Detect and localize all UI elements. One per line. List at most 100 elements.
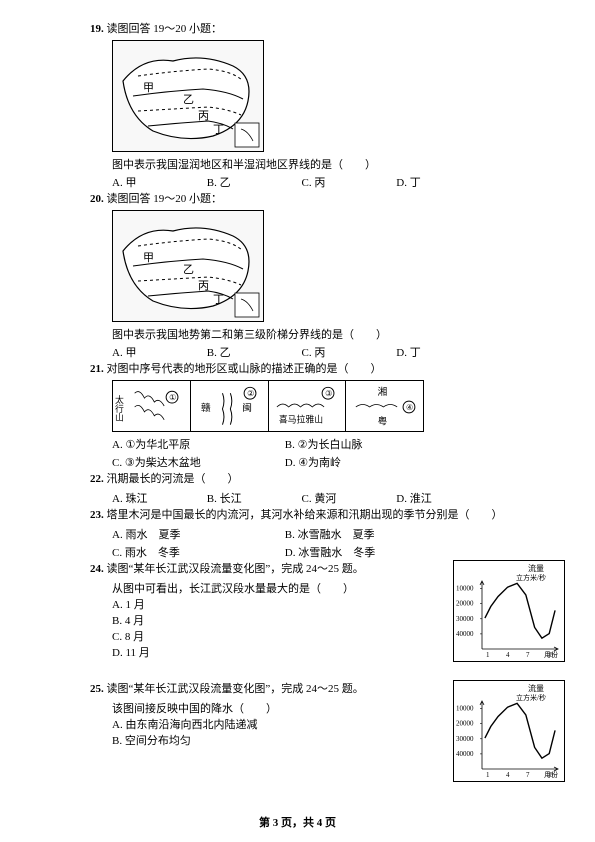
qnum-24: 24. (90, 563, 104, 575)
svg-text:立方米/秒: 立方米/秒 (516, 573, 546, 582)
q21-options-row1: A. ①为华北平原 B. ②为长白山脉 (112, 436, 505, 452)
map-20: 甲 乙 丙 丁 (112, 210, 264, 322)
terrain-cell-1: 太行山 ① (113, 381, 191, 431)
cell4-right: 粤 (378, 415, 388, 428)
qstem-20: 读图回答 19～20 小题： (107, 193, 223, 205)
qstem-23: 塔里木河是中国最长的内流河，其河水补给来源和汛期出现的季节分别是（ ） (107, 509, 503, 521)
q21-opt-b: B. ②为长白山脉 (285, 436, 455, 452)
svg-text:1: 1 (486, 651, 490, 659)
map20-label-ding: 丁 (213, 294, 224, 306)
terrain-diagram: 太行山 ① 赣 闽 ② ③ 喜马拉雅山 (112, 380, 424, 432)
q19-options: A. 甲 B. 乙 C. 丙 D. 丁 (112, 174, 505, 190)
map19-label-ding: 丁 (213, 124, 224, 136)
svg-text:月份: 月份 (544, 650, 558, 659)
q22-options: A. 珠江 B. 长江 C. 黄河 D. 淮江 (112, 490, 505, 506)
svg-text:30000: 30000 (456, 735, 474, 743)
terrain-cell-3: ③ 喜马拉雅山 (269, 381, 347, 431)
qstem-21: 对图中序号代表的地形区或山脉的描述正确的是（ ） (107, 363, 382, 375)
terrain-cell-4: 湘 ④ 粤 (346, 381, 423, 431)
svg-text:20000: 20000 (456, 600, 474, 608)
map-19: 甲 乙 丙 丁 (112, 40, 264, 152)
svg-text:10000: 10000 (456, 705, 474, 713)
q25-opt-b: B. 空间分布均匀 (112, 732, 505, 748)
q21-options-row2: C. ③为柴达木盆地 D. ④为南岭 (112, 454, 505, 470)
qstem-19: 读图回答 19～20 小题： (107, 23, 223, 35)
map19-label-jia: 甲 (143, 82, 154, 94)
svg-text:40000: 40000 (456, 750, 474, 758)
qnum-22: 22. (90, 473, 104, 485)
svg-text:流量: 流量 (528, 563, 544, 573)
qstem-24b: 从图中可看出，长江武汉段水量最大的是（ ） (112, 580, 505, 596)
q21-opt-c: C. ③为柴达木盆地 (112, 454, 282, 470)
q22-opt-d: D. 淮江 (396, 490, 488, 506)
q23-opt-a: A. 雨水 夏季 (112, 526, 282, 542)
qstem-22: 汛期最长的河流是（ ） (107, 473, 239, 485)
svg-text:流量: 流量 (528, 683, 544, 693)
qnum-19: 19. (90, 23, 104, 35)
map20-label-bing: 丙 (198, 280, 209, 292)
svg-text:7: 7 (526, 771, 530, 779)
q20-opt-c: C. 丙 (302, 344, 394, 360)
map19-label-bing: 丙 (198, 110, 209, 122)
question-20: 20. 读图回答 19～20 小题： (90, 190, 505, 206)
q21-opt-d: D. ④为南岭 (285, 454, 455, 470)
question-23: 23. 塔里木河是中国最长的内流河，其河水补给来源和汛期出现的季节分别是（ ） (90, 506, 505, 522)
q24-opt-a: A. 1 月 (112, 596, 505, 612)
svg-text:20000: 20000 (456, 720, 474, 728)
qnum-25: 25. (90, 683, 104, 695)
cell4-num: ④ (406, 403, 413, 412)
qstem-24a: 读图“某年长江武汉段流量变化图”，完成 24～25 题。 (107, 563, 364, 575)
q23-options-row2: C. 雨水 冬季 D. 冰雪融水 冬季 (112, 544, 505, 560)
question-19: 19. 读图回答 19～20 小题： (90, 20, 505, 36)
q21-opt-a: A. ①为华北平原 (112, 436, 282, 452)
question-21: 21. 对图中序号代表的地形区或山脉的描述正确的是（ ） (90, 360, 505, 376)
map19-label-yi: 乙 (183, 93, 194, 106)
q22-opt-b: B. 长江 (207, 490, 299, 506)
svg-text:40000: 40000 (456, 630, 474, 638)
qnum-20: 20. (90, 193, 104, 205)
svg-text:立方米/秒: 立方米/秒 (516, 693, 546, 702)
q23-options-row1: A. 雨水 夏季 B. 冰雪融水 夏季 (112, 526, 505, 542)
q22-opt-a: A. 珠江 (112, 490, 204, 506)
qnum-21: 21. (90, 363, 104, 375)
cell3-label: 喜马拉雅山 (278, 414, 322, 425)
svg-text:1: 1 (486, 771, 490, 779)
svg-text:太行山: 太行山 (114, 394, 124, 422)
qnum-23: 23. (90, 509, 104, 521)
q20-opt-a: A. 甲 (112, 344, 204, 360)
map20-label-yi: 乙 (183, 263, 194, 276)
cell1-num: ① (169, 393, 176, 402)
qstem-25b: 该图间接反映中国的降水（ ） (112, 700, 505, 716)
terrain-cell-2: 赣 闽 ② (191, 381, 269, 431)
q24-opt-d: D. 11 月 (112, 644, 505, 660)
cell2-left: 赣 (201, 401, 211, 414)
q19-opt-a: A. 甲 (112, 174, 204, 190)
cell4-left: 湘 (378, 385, 388, 398)
svg-text:7: 7 (526, 651, 530, 659)
qstem-25a: 读图“某年长江武汉段流量变化图”，完成 24～25 题。 (107, 683, 364, 695)
cell2-right: 闽 (242, 401, 252, 414)
svg-text:30000: 30000 (456, 615, 474, 623)
question-24: 24. 读图“某年长江武汉段流量变化图”，完成 24～25 题。 (90, 560, 505, 576)
q23-opt-c: C. 雨水 冬季 (112, 544, 282, 560)
q19-opt-d: D. 丁 (396, 174, 488, 190)
question-22: 22. 汛期最长的河流是（ ） (90, 470, 505, 486)
q22-opt-c: C. 黄河 (302, 490, 394, 506)
q23-opt-d: D. 冰雪融水 冬季 (285, 544, 455, 560)
flow-chart-25: 流量立方米/秒4000030000200001000014710月份 (453, 680, 565, 782)
q25-opt-a: A. 由东南沿海向西北内陆递减 (112, 716, 505, 732)
q24-opt-c: C. 8 月 (112, 628, 505, 644)
svg-text:4: 4 (506, 771, 510, 779)
svg-text:月份: 月份 (544, 770, 558, 779)
map20-label-jia: 甲 (143, 252, 154, 264)
q24-opt-b: B. 4 月 (112, 612, 505, 628)
q19-opt-c: C. 丙 (302, 174, 394, 190)
question-25: 25. 读图“某年长江武汉段流量变化图”，完成 24～25 题。 (90, 680, 505, 696)
q19-sub: 图中表示我国湿润地区和半湿润地区界线的是（ ） (112, 156, 505, 172)
q20-opt-b: B. 乙 (207, 344, 299, 360)
q19-opt-b: B. 乙 (207, 174, 299, 190)
q23-opt-b: B. 冰雪融水 夏季 (285, 526, 455, 542)
cell3-num: ③ (325, 389, 332, 398)
q20-sub: 图中表示我国地势第二和第三级阶梯分界线的是（ ） (112, 326, 505, 342)
q20-options: A. 甲 B. 乙 C. 丙 D. 丁 (112, 344, 505, 360)
